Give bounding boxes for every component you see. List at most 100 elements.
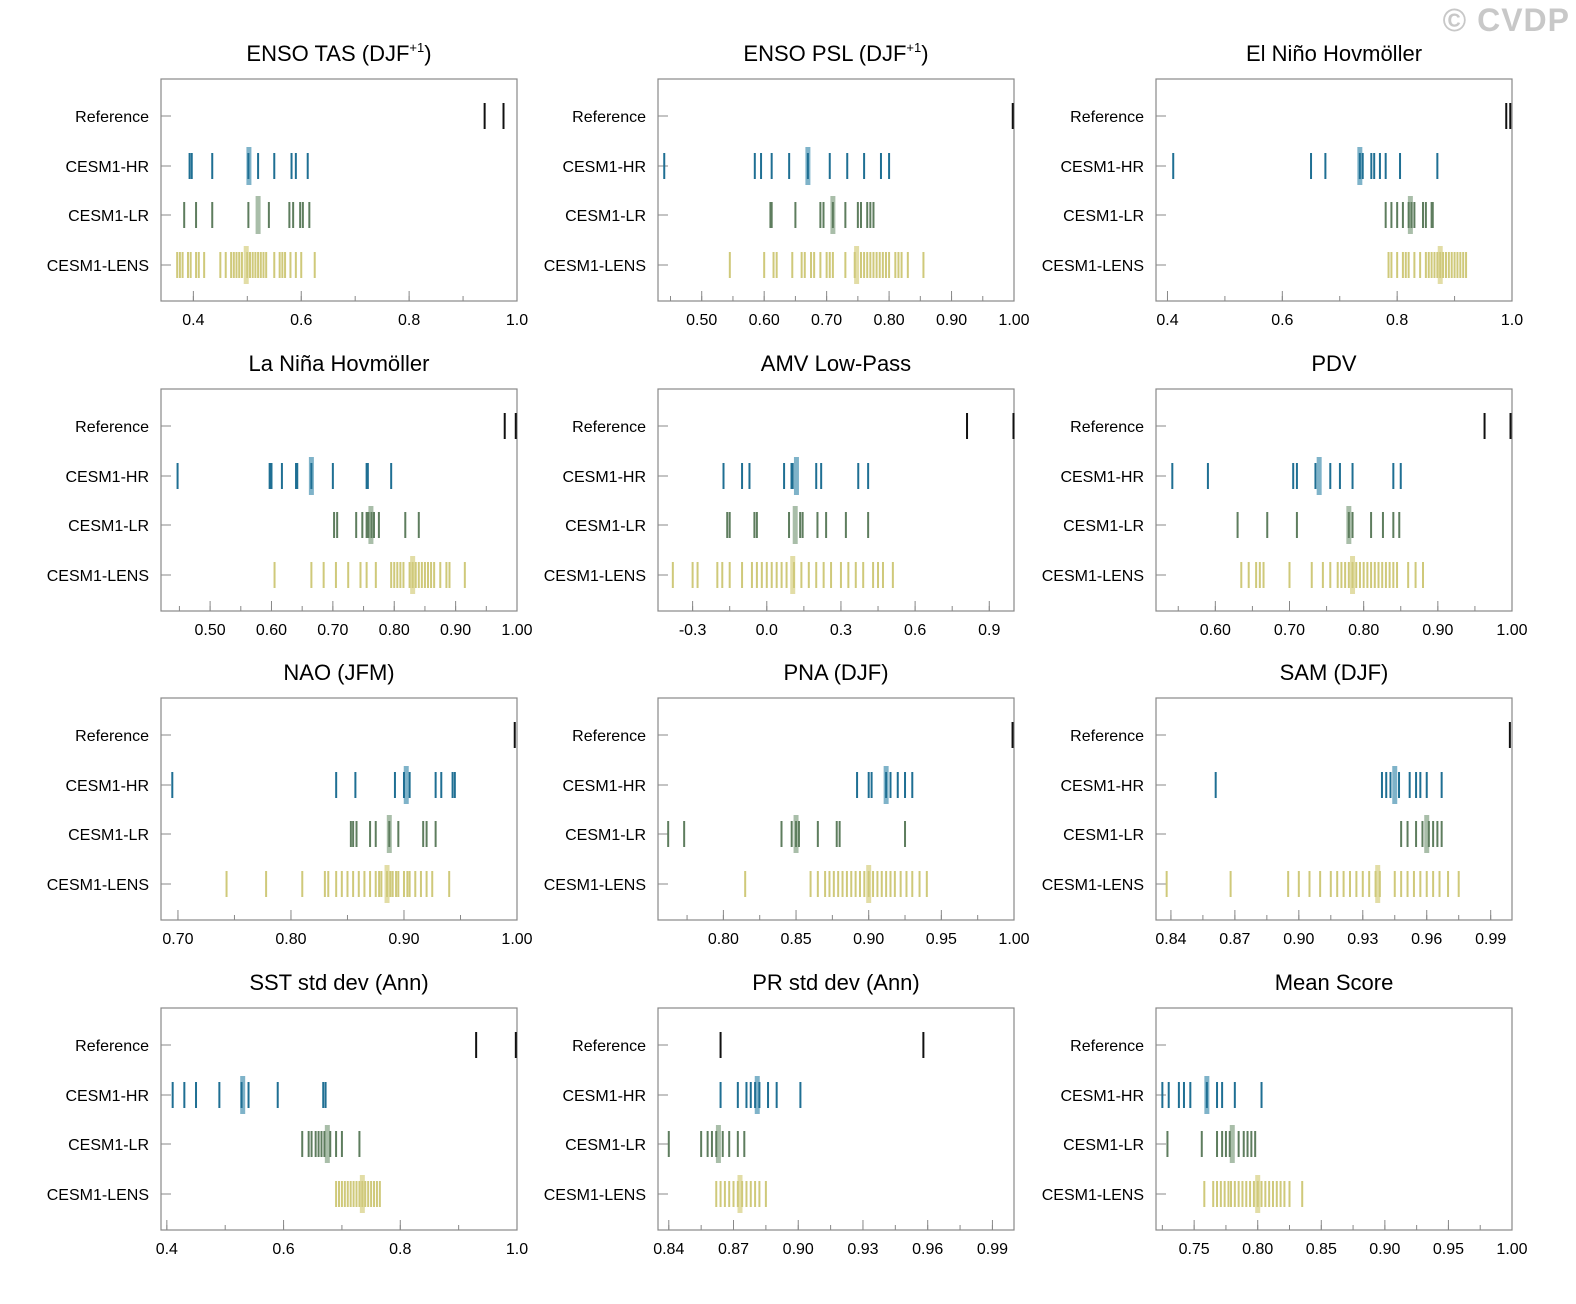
panel-title: La Niña Hovmöller [249, 351, 430, 376]
row-label-1: CESM1-HR [65, 469, 149, 486]
x-tick-label: 0.90 [440, 622, 471, 639]
x-tick-label: 0.6 [1271, 312, 1293, 329]
row-label-0: Reference [572, 1038, 646, 1055]
x-tick-label: 1.00 [998, 931, 1029, 948]
x-tick-label: 0.85 [780, 931, 811, 948]
x-tick-label: 0.70 [811, 312, 842, 329]
panel-frame [1155, 78, 1513, 302]
panel-frame [160, 78, 518, 302]
x-tick-label: 0.90 [936, 312, 967, 329]
x-tick-label: 0.6 [272, 1241, 294, 1258]
x-tick-label: 0.84 [1155, 931, 1186, 948]
row-label-1: CESM1-HR [65, 1088, 149, 1105]
x-tick-label: 0.85 [1306, 1241, 1337, 1258]
x-tick-label: 0.75 [1179, 1241, 1210, 1258]
x-tick-label: 0.95 [926, 931, 957, 948]
x-tick-label: 0.70 [1274, 622, 1305, 639]
x-tick-label: 1.0 [506, 1241, 528, 1258]
x-tick-label: 0.96 [912, 1241, 943, 1258]
row-label-1: CESM1-HR [1060, 778, 1144, 795]
row-label-2: CESM1-LR [1063, 208, 1144, 225]
x-tick-label: 1.00 [998, 312, 1029, 329]
row-label-2: CESM1-LR [68, 208, 149, 225]
x-tick-label: 0.9 [978, 622, 1000, 639]
panel-frame [1155, 1007, 1513, 1231]
row-label-2: CESM1-LR [1063, 518, 1144, 535]
x-tick-label: 0.80 [1242, 1241, 1273, 1258]
panel-8: PNA (DJF) Reference CESM1-HR CESM1-LR CESM1-… [544, 660, 1030, 948]
x-tick-label: 0.6 [290, 312, 312, 329]
panel-frame [160, 388, 518, 612]
x-tick-label: 0.8 [398, 312, 420, 329]
x-tick-label: 0.50 [686, 312, 717, 329]
row-label-0: Reference [75, 1038, 149, 1055]
row-label-1: CESM1-HR [562, 778, 646, 795]
row-label-3: CESM1-LENS [1042, 568, 1144, 585]
row-label-3: CESM1-LENS [47, 1187, 149, 1204]
watermark: © CVDP [1442, 2, 1570, 38]
x-tick-label: 0.80 [275, 931, 306, 948]
row-label-3: CESM1-LENS [1042, 1187, 1144, 1204]
panel-title: ENSO TAS (DJF+1) [246, 40, 431, 66]
row-label-0: Reference [75, 728, 149, 745]
x-tick-label: 0.3 [830, 622, 852, 639]
panel-11: PR std dev (Ann) Reference CESM1-HR CESM1-L… [544, 970, 1015, 1258]
row-label-3: CESM1-LENS [47, 568, 149, 585]
x-tick-label: 1.00 [1496, 1241, 1527, 1258]
row-label-2: CESM1-LR [1063, 1137, 1144, 1154]
x-tick-label: 0.84 [653, 1241, 684, 1258]
x-tick-label: 0.4 [1156, 312, 1178, 329]
x-tick-label: 0.80 [708, 931, 739, 948]
x-tick-label: 1.0 [506, 312, 528, 329]
x-tick-label: 0.90 [853, 931, 884, 948]
x-tick-label: 0.4 [156, 1241, 178, 1258]
x-tick-label: 0.90 [1369, 1241, 1400, 1258]
row-label-3: CESM1-LENS [47, 258, 149, 275]
x-tick-label: 0.70 [162, 931, 193, 948]
x-tick-label: 0.6 [904, 622, 926, 639]
row-label-0: Reference [572, 728, 646, 745]
x-tick-label: 0.87 [1219, 931, 1250, 948]
row-label-3: CESM1-LENS [544, 877, 646, 894]
panel-frame [1155, 388, 1513, 612]
row-label-0: Reference [1070, 109, 1144, 126]
panel-frame [160, 697, 518, 921]
x-tick-label: 1.00 [501, 622, 532, 639]
panel-frame [657, 697, 1015, 921]
panel-1: ENSO TAS (DJF+1) Reference CESM1-HR CESM1-L… [47, 40, 528, 329]
row-label-2: CESM1-LR [565, 208, 646, 225]
panel-title: NAO (JFM) [283, 660, 394, 685]
x-tick-label: 0.90 [388, 931, 419, 948]
x-tick-label: 0.90 [1283, 931, 1314, 948]
panel-title: PDV [1311, 351, 1357, 376]
panel-3: El Niño Hovmöller Reference CESM1-HR CESM1-… [1042, 41, 1523, 329]
x-tick-label: 0.95 [1433, 1241, 1464, 1258]
row-label-3: CESM1-LENS [544, 568, 646, 585]
panel-6: PDV Reference CESM1-HR CESM1-LR CESM1-LENS 0.… [1042, 351, 1528, 639]
panel-title: SST std dev (Ann) [249, 970, 428, 995]
row-label-0: Reference [75, 419, 149, 436]
panel-12: Mean Score Reference CESM1-HR CESM1-LR CESM1… [1042, 970, 1528, 1258]
row-label-2: CESM1-LR [68, 518, 149, 535]
row-label-1: CESM1-HR [562, 469, 646, 486]
row-label-0: Reference [1070, 728, 1144, 745]
x-tick-label: 0.99 [1475, 931, 1506, 948]
row-label-1: CESM1-HR [1060, 1088, 1144, 1105]
panel-2: ENSO PSL (DJF+1) Reference CESM1-HR CESM1-L… [544, 40, 1030, 329]
x-tick-label: 0.50 [195, 622, 226, 639]
row-label-1: CESM1-HR [1060, 469, 1144, 486]
row-label-3: CESM1-LENS [1042, 877, 1144, 894]
panel-title: El Niño Hovmöller [1246, 41, 1422, 66]
row-label-0: Reference [75, 109, 149, 126]
x-tick-label: 0.8 [1386, 312, 1408, 329]
row-label-3: CESM1-LENS [544, 258, 646, 275]
panel-frame [657, 1007, 1015, 1231]
x-tick-label: 0.8 [389, 1241, 411, 1258]
x-tick-label: 0.90 [783, 1241, 814, 1258]
panel-frame [160, 1007, 518, 1231]
x-tick-label: 0.0 [756, 622, 778, 639]
x-tick-label: 0.60 [256, 622, 287, 639]
panel-frame [1155, 697, 1513, 921]
panel-5: AMV Low-Pass Reference CESM1-HR CESM1-LR CES… [544, 351, 1015, 639]
